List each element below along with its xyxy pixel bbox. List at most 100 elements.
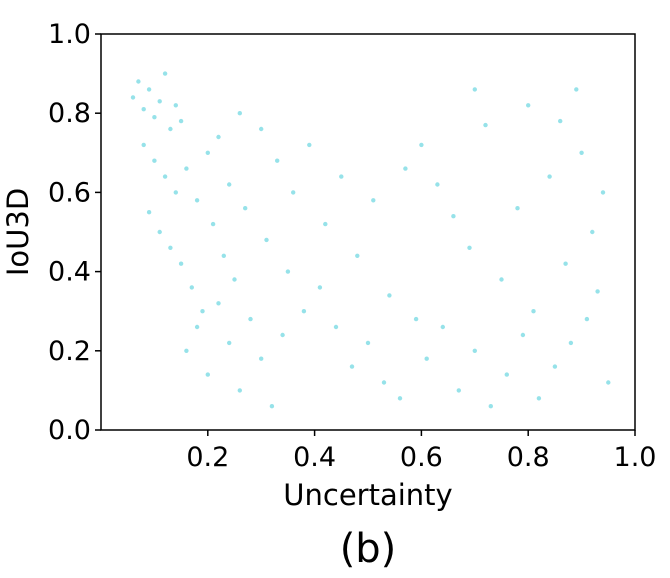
x-tick-label: 1.0 xyxy=(614,442,657,473)
scatter-point xyxy=(184,166,189,171)
scatter-point xyxy=(349,364,355,369)
scatter-point xyxy=(216,301,221,306)
scatter-point xyxy=(595,289,600,294)
x-tick-label: 0.6 xyxy=(400,442,443,473)
scatter-point xyxy=(520,332,526,338)
scatter-point xyxy=(600,190,606,195)
scatter-point xyxy=(590,229,595,235)
figure-caption: (b) xyxy=(340,526,397,572)
scatter-point xyxy=(141,107,146,112)
scatter-point xyxy=(440,324,445,330)
scatter-point xyxy=(189,285,194,290)
scatter-point xyxy=(451,214,456,219)
scatter-point xyxy=(168,245,173,250)
scatter-point xyxy=(275,158,280,163)
scatter-point xyxy=(536,396,542,401)
scatter-point xyxy=(413,316,419,322)
scatter-point xyxy=(499,277,504,282)
scatter-point xyxy=(232,277,237,282)
scatter-point xyxy=(205,372,210,377)
scatter-point xyxy=(237,111,242,116)
x-tick-label: 0.4 xyxy=(293,442,336,473)
y-tick-label: 0.6 xyxy=(48,177,91,208)
scatter-point xyxy=(291,190,296,195)
scatter-point xyxy=(194,324,200,330)
scatter-point xyxy=(365,340,371,346)
scatter-point xyxy=(259,126,264,132)
scatter-point xyxy=(152,115,157,120)
scatter-point xyxy=(162,174,168,179)
scatter-point xyxy=(141,142,146,148)
y-tick-label: 1.0 xyxy=(48,19,91,50)
scatter-point xyxy=(579,150,584,155)
scatter-point xyxy=(130,95,136,100)
scatter-point xyxy=(301,309,307,314)
scatter-point xyxy=(259,356,264,361)
x-tick-label: 0.8 xyxy=(507,442,550,473)
scatter-point xyxy=(157,99,162,104)
scatter-point xyxy=(323,221,328,227)
x-axis: 0.2 0.4 0.6 0.8 1.0 xyxy=(186,430,656,473)
scatter-point xyxy=(210,221,216,227)
scatter-point xyxy=(488,404,493,409)
scatter-point xyxy=(184,348,189,353)
y-axis-title: IoU3D xyxy=(1,188,35,276)
scatter-point xyxy=(168,126,173,132)
scatter-point xyxy=(467,245,472,250)
y-tick-label: 0.8 xyxy=(48,98,91,129)
scatter-point xyxy=(381,380,387,385)
scatter-point xyxy=(339,174,344,179)
scatter-point xyxy=(472,348,477,353)
scatter-point xyxy=(307,142,312,148)
scatter-point xyxy=(558,118,563,124)
scatter-point xyxy=(216,134,221,140)
scatter-point xyxy=(248,316,253,322)
scatter-point xyxy=(504,372,509,377)
scatter-point xyxy=(563,261,568,266)
y-tick-label: 0.4 xyxy=(48,257,91,288)
scatter-point xyxy=(269,404,275,409)
scatter-point xyxy=(205,150,210,155)
scatter-point xyxy=(227,340,232,346)
scatter-point xyxy=(435,182,440,187)
scatter-point xyxy=(317,285,323,290)
x-tick-label: 0.2 xyxy=(186,442,229,473)
scatter-points xyxy=(130,71,611,409)
scatter-point xyxy=(162,71,168,76)
scatter-point xyxy=(552,364,558,369)
scatter-point xyxy=(531,309,536,314)
scatter-point xyxy=(280,332,285,338)
scatter-point xyxy=(472,87,477,92)
y-axis: 0.0 0.2 0.4 0.6 0.8 1.0 xyxy=(48,19,101,446)
scatter-point xyxy=(483,122,488,128)
scatter-point xyxy=(526,103,531,108)
scatter-point xyxy=(387,293,392,298)
scatter-point xyxy=(419,142,424,148)
scatter-point xyxy=(178,118,184,124)
plot-frame xyxy=(100,33,636,431)
scatter-point xyxy=(574,87,579,92)
scatter-point xyxy=(456,388,461,393)
scatter-point xyxy=(243,206,248,211)
scatter-point xyxy=(371,198,376,203)
scatter-point xyxy=(136,79,141,84)
y-tick-label: 0.0 xyxy=(48,415,91,446)
scatter-point xyxy=(200,309,205,314)
scatter-point xyxy=(285,269,291,274)
y-tick-label: 0.2 xyxy=(48,336,91,367)
scatter-point xyxy=(355,253,360,258)
scatter-point xyxy=(146,210,152,215)
scatter-point xyxy=(333,324,339,330)
scatter-point xyxy=(264,237,269,243)
scatter-point xyxy=(194,198,200,203)
scatter-point xyxy=(403,166,408,171)
scatter-point xyxy=(424,356,429,361)
scatter-point xyxy=(237,388,242,393)
scatter-point xyxy=(157,229,162,235)
scatter-point xyxy=(584,316,590,322)
scatter-point xyxy=(606,380,611,385)
scatter-point xyxy=(173,190,178,195)
scatter-point xyxy=(178,261,184,266)
scatter-point xyxy=(397,396,403,401)
